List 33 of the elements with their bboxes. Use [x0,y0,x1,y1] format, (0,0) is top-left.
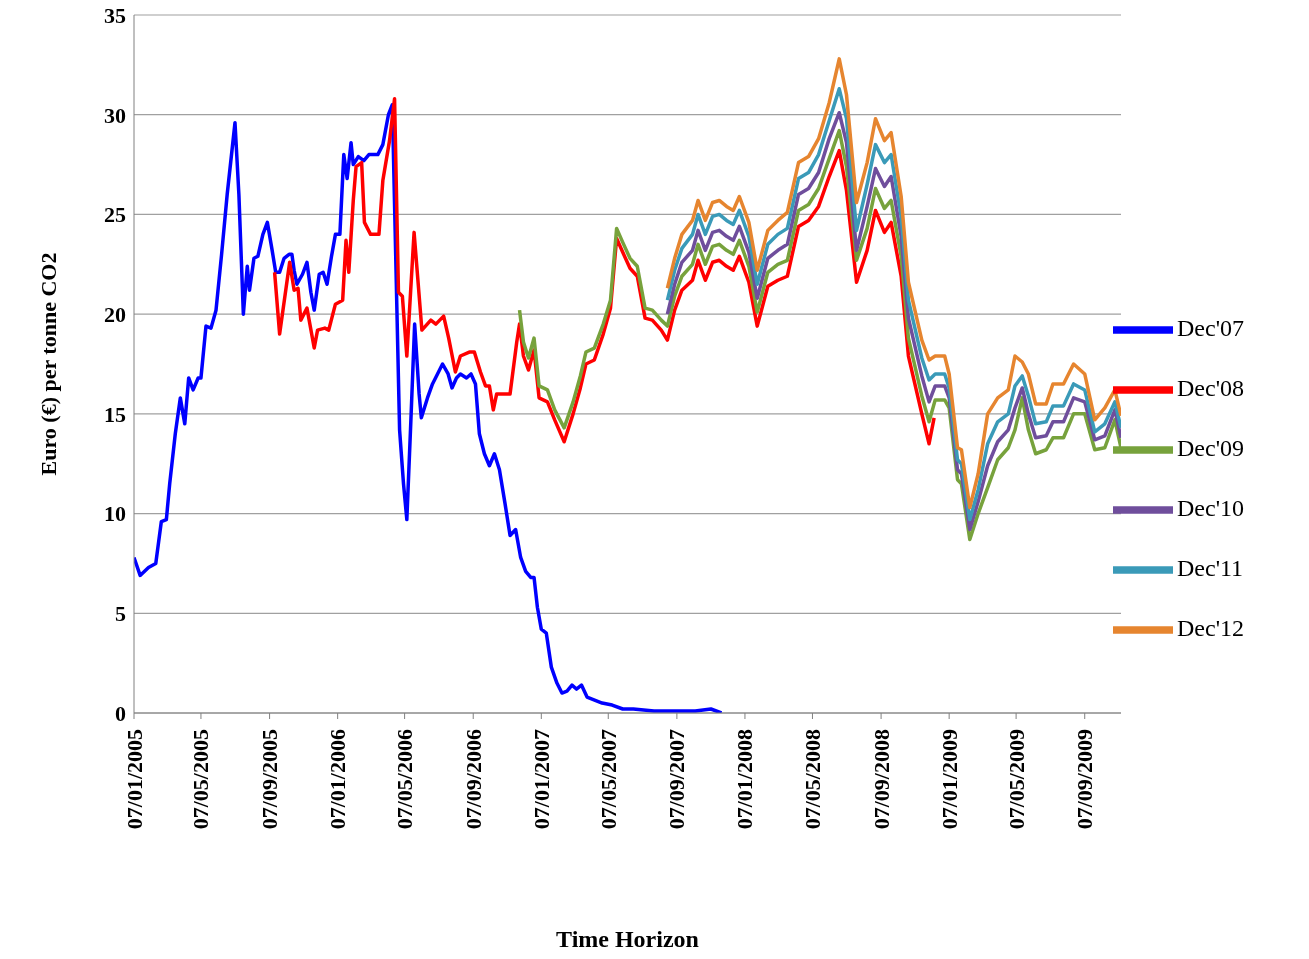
x-tick-label: 07/09/2009 [1072,729,1098,830]
y-tick-label: 25 [104,202,126,228]
y-tick-label: 10 [104,501,126,527]
legend-label: Dec'07 [1177,314,1244,341]
x-tick-label: 07/01/2009 [936,729,962,830]
x-tick-label: 07/01/2005 [121,729,147,830]
legend-label: Dec'09 [1177,434,1244,461]
x-tick-label: 07/01/2008 [732,729,758,830]
y-tick-label: 5 [115,601,126,627]
x-tick-label: 07/09/2006 [460,729,486,830]
y-tick-label: 15 [104,401,126,427]
x-axis-title: Time Horizon [556,926,699,952]
legend-label: Dec'08 [1177,374,1244,401]
x-tick-label: 07/09/2005 [257,729,283,830]
x-tick-label: 07/05/2005 [188,729,214,830]
x-tick-label: 07/09/2008 [868,729,894,830]
x-tick-label: 07/01/2007 [528,729,554,830]
x-tick-label: 07/05/2009 [1003,729,1029,830]
y-tick-label: 30 [104,102,126,128]
x-tick-label: 07/09/2007 [664,729,690,830]
x-tick-label: 07/05/2007 [595,729,621,830]
legend-label: Dec'11 [1177,554,1244,581]
line-series [134,102,724,713]
legend-label: Dec'12 [1177,614,1244,641]
y-tick-label: 35 [104,2,126,28]
y-axis-title: Euro (€) per tonne CO2 [35,252,61,476]
y-tick-label: 20 [104,301,126,327]
x-tick-label: 07/05/2008 [799,729,825,830]
legend-label: Dec'10 [1177,494,1244,521]
line-series [272,97,936,446]
x-tick-label: 07/01/2006 [325,729,351,830]
y-tick-label: 0 [115,700,126,726]
x-tick-label: 07/05/2006 [392,729,418,830]
